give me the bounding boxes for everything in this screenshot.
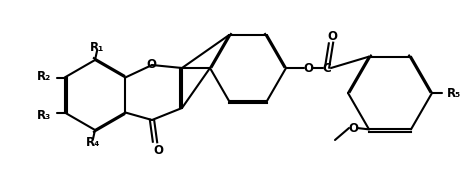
Text: O: O <box>327 30 337 42</box>
Text: R₂: R₂ <box>37 70 51 83</box>
Text: R₁: R₁ <box>90 41 104 53</box>
Text: R₃: R₃ <box>37 109 51 122</box>
Text: C: C <box>323 62 332 74</box>
Text: O: O <box>348 122 358 134</box>
Text: R₄: R₄ <box>86 137 100 149</box>
Text: O: O <box>303 62 313 74</box>
Text: O: O <box>146 57 156 70</box>
Text: R₅: R₅ <box>447 87 461 99</box>
Text: O: O <box>153 143 163 157</box>
